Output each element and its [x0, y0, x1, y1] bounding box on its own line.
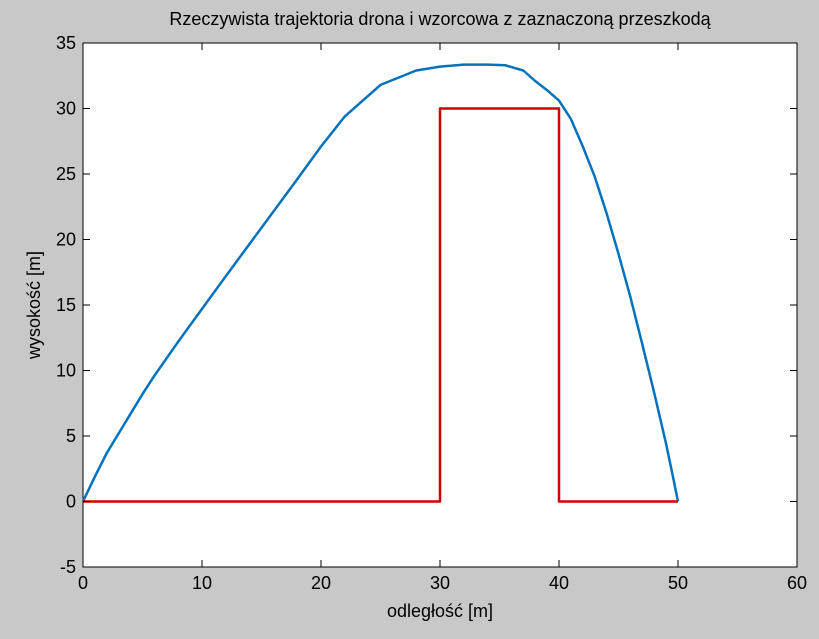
x-tick-label-2: 20 — [311, 573, 331, 593]
x-tick-label-6: 60 — [787, 573, 807, 593]
y-tick-label-6: 25 — [56, 164, 76, 184]
x-tick-label-5: 50 — [668, 573, 688, 593]
x-axis-label: odległość [m] — [387, 601, 493, 621]
y-tick-label-2: 5 — [66, 426, 76, 446]
y-axis-label: wysokość [m] — [24, 251, 44, 360]
y-tick-label-5: 20 — [56, 230, 76, 250]
x-tick-label-1: 10 — [192, 573, 212, 593]
x-tick-label-0: 0 — [78, 573, 88, 593]
y-tick-label-4: 15 — [56, 295, 76, 315]
y-tick-label-0: -5 — [60, 557, 76, 577]
x-tick-label-4: 40 — [549, 573, 569, 593]
chart-title: Rzeczywista trajektoria drona i wzorcowa… — [169, 9, 711, 29]
y-tick-label-7: 30 — [56, 99, 76, 119]
y-tick-label-8: 35 — [56, 33, 76, 53]
series-line-1 — [83, 107, 678, 503]
series-line-0 — [81, 63, 680, 503]
y-tick-label-1: 0 — [66, 492, 76, 512]
x-tick-label-3: 30 — [430, 573, 450, 593]
series-layer — [81, 63, 680, 503]
y-tick-label-3: 10 — [56, 361, 76, 381]
